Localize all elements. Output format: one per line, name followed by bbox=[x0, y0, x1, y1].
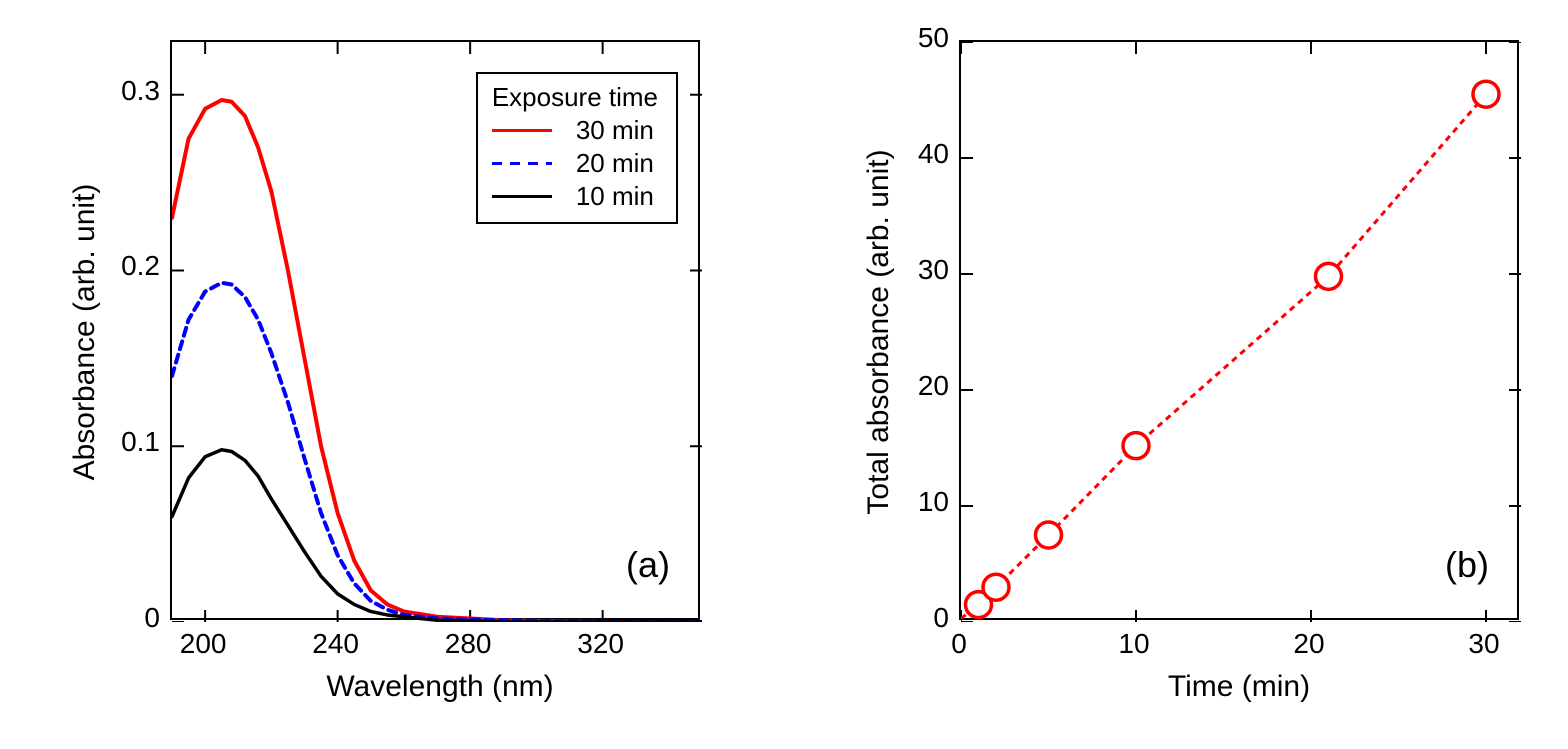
y-tick-label: 0.3 bbox=[100, 75, 160, 107]
figure-container: Exposure time 30 min20 min10 min (a) Abs… bbox=[0, 0, 1568, 749]
x-tick-label: 30 bbox=[1459, 628, 1509, 660]
x-tick-label: 240 bbox=[306, 628, 366, 660]
y-tick-label: 30 bbox=[899, 254, 949, 286]
legend-swatch bbox=[492, 162, 552, 165]
y-tick-label: 0 bbox=[899, 602, 949, 634]
legend-entry: 10 min bbox=[492, 181, 658, 212]
y-tick-label: 50 bbox=[899, 22, 949, 54]
plot-area-a: Exposure time 30 min20 min10 min (a) bbox=[170, 40, 700, 620]
y-tick-label: 20 bbox=[899, 370, 949, 402]
plot-area-b: (b) bbox=[959, 40, 1519, 620]
panel-label-a: (a) bbox=[626, 544, 670, 586]
legend: Exposure time 30 min20 min10 min bbox=[476, 72, 678, 224]
x-axis-label-b: Time (min) bbox=[1139, 670, 1339, 704]
x-tick-label: 320 bbox=[571, 628, 631, 660]
y-tick-label: 0 bbox=[100, 602, 160, 634]
x-tick-label: 10 bbox=[1109, 628, 1159, 660]
y-tick-label: 0.1 bbox=[100, 426, 160, 458]
x-tick-label: 200 bbox=[173, 628, 233, 660]
y-axis-label-a: Absorbance (arb. unit) bbox=[68, 157, 102, 507]
x-tick-label: 20 bbox=[1284, 628, 1334, 660]
x-axis-label-a: Wavelength (nm) bbox=[290, 670, 590, 704]
panel-b: (b) Total absorbance (arb. unit) Time (m… bbox=[829, 20, 1528, 729]
legend-swatch bbox=[492, 129, 552, 132]
x-tick-label: 280 bbox=[438, 628, 498, 660]
panel-label-b: (b) bbox=[1445, 544, 1489, 586]
legend-label: 20 min bbox=[576, 148, 654, 179]
panel-a: Exposure time 30 min20 min10 min (a) Abs… bbox=[40, 20, 739, 729]
plot-svg-b bbox=[961, 42, 1521, 622]
legend-title: Exposure time bbox=[492, 82, 658, 113]
y-axis-label-b: Total absorbance (arb. unit) bbox=[862, 122, 896, 542]
y-tick-label: 40 bbox=[899, 138, 949, 170]
legend-entry: 30 min bbox=[492, 115, 658, 146]
legend-swatch bbox=[492, 195, 552, 198]
legend-label: 30 min bbox=[576, 115, 654, 146]
legend-entry: 20 min bbox=[492, 148, 658, 179]
legend-label: 10 min bbox=[576, 181, 654, 212]
y-tick-label: 0.2 bbox=[100, 250, 160, 282]
y-tick-label: 10 bbox=[899, 486, 949, 518]
